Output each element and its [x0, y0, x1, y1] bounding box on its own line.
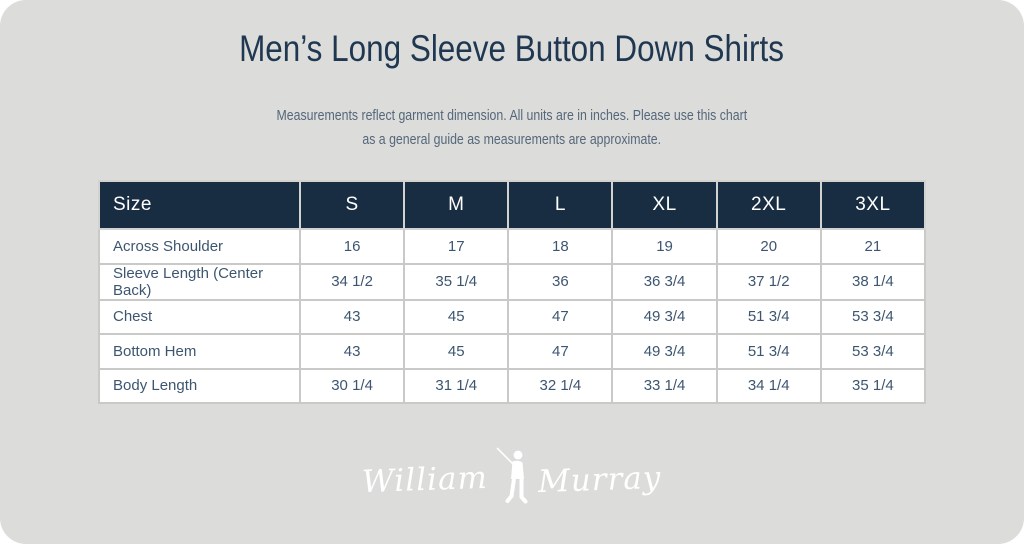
cell: 36 3/4	[611, 262, 718, 301]
cell: 31 1/4	[403, 367, 510, 404]
column-header-m: M	[403, 180, 510, 230]
column-header-s: S	[298, 180, 406, 230]
table-row-sleeve-length: Sleeve Length (Center Back) 34 1/2 35 1/…	[98, 262, 927, 301]
table-row-body-length: Body Length 30 1/4 31 1/4 32 1/4 33 1/4 …	[98, 367, 927, 404]
row-label: Bottom Hem	[98, 333, 301, 370]
cell: 18	[507, 228, 614, 265]
size-chart-wrap: Size S M L XL 2XL 3XL Across Shoulder 16…	[98, 180, 927, 404]
cell: 20	[715, 228, 822, 265]
column-header-2xl: 2XL	[715, 180, 822, 230]
brand-logo: William Murray	[0, 447, 1024, 508]
cell: 34 1/2	[298, 262, 406, 301]
cell: 38 1/4	[819, 262, 927, 301]
row-label: Body Length	[98, 367, 301, 404]
table-row-bottom-hem: Bottom Hem 43 45 47 49 3/4 51 3/4 53 3/4	[98, 333, 927, 370]
row-label: Across Shoulder	[98, 228, 301, 265]
logo-word-william: William	[361, 459, 489, 501]
row-label: Sleeve Length (Center Back)	[98, 262, 301, 301]
cell: 45	[403, 298, 510, 335]
cell: 16	[298, 228, 406, 265]
cell: 51 3/4	[715, 298, 822, 335]
cell: 47	[507, 298, 614, 335]
size-chart-table: Size S M L XL 2XL 3XL Across Shoulder 16…	[98, 180, 927, 404]
cell: 45	[403, 333, 510, 370]
page-title-text: Men’s Long Sleeve Button Down Shirts	[239, 28, 785, 69]
cell: 49 3/4	[611, 298, 718, 335]
cell: 49 3/4	[611, 333, 718, 370]
cell: 32 1/4	[507, 367, 614, 404]
cell: 35 1/4	[819, 367, 927, 404]
cell: 43	[298, 333, 406, 370]
cell: 47	[507, 333, 614, 370]
cell: 53 3/4	[819, 333, 927, 370]
cell: 21	[819, 228, 927, 265]
cell: 34 1/4	[715, 367, 822, 404]
column-header-size: Size	[98, 180, 301, 230]
table-row-across-shoulder: Across Shoulder 16 17 18 19 20 21	[98, 228, 927, 265]
row-label: Chest	[98, 298, 301, 335]
cell: 36	[507, 262, 614, 301]
logo-word-murray: Murray	[537, 459, 663, 501]
cell: 19	[611, 228, 718, 265]
cell: 33 1/4	[611, 367, 718, 404]
column-header-l: L	[507, 180, 614, 230]
cell: 51 3/4	[715, 333, 822, 370]
header-row: Size S M L XL 2XL 3XL	[98, 180, 927, 230]
column-header-3xl: 3XL	[819, 180, 927, 230]
cell: 30 1/4	[298, 367, 406, 404]
subtitle: Measurements reflect garment dimension. …	[0, 104, 1024, 152]
cell: 17	[403, 228, 510, 265]
table-row-chest: Chest 43 45 47 49 3/4 51 3/4 53 3/4	[98, 298, 927, 335]
golfer-swing-icon	[496, 447, 528, 504]
subtitle-line-1: Measurements reflect garment dimension. …	[276, 108, 748, 124]
subtitle-line-2: as a general guide as measurements are a…	[362, 132, 662, 148]
cell: 43	[298, 298, 406, 335]
cell: 53 3/4	[819, 298, 927, 335]
cell: 37 1/2	[715, 262, 822, 301]
cell: 35 1/4	[403, 262, 510, 301]
page-title: Men’s Long Sleeve Button Down Shirts	[0, 28, 1024, 70]
column-header-xl: XL	[611, 180, 718, 230]
